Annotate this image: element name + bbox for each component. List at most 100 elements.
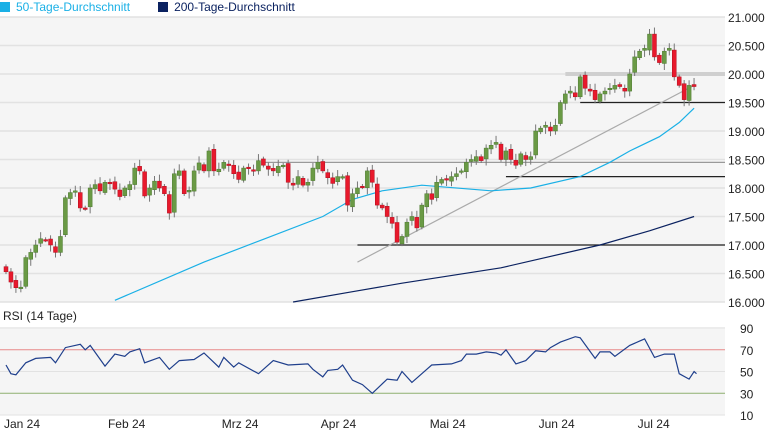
- x-tick-label: Jan 24: [4, 417, 40, 430]
- legend-item-ma50[interactable]: 50-Tage-Durchschnitt: [0, 0, 130, 14]
- candle: [518, 151, 524, 167]
- candle-body: [365, 170, 370, 188]
- candle: [58, 229, 63, 257]
- candle: [97, 177, 103, 195]
- candle: [474, 150, 479, 165]
- candle-body: [518, 153, 524, 165]
- candle-body: [533, 130, 538, 156]
- candle: [137, 159, 142, 175]
- candle: [73, 185, 78, 197]
- candle-body: [681, 83, 687, 100]
- candle: [637, 48, 642, 61]
- candle: [107, 178, 113, 190]
- candle: [513, 153, 519, 169]
- candle: [112, 176, 118, 195]
- candle-body: [33, 244, 38, 253]
- candle: [667, 43, 672, 56]
- candle: [548, 121, 553, 137]
- candle: [558, 100, 563, 126]
- candle-body: [652, 33, 657, 58]
- candle-body: [167, 194, 172, 214]
- candle-body: [360, 186, 365, 189]
- candle-body: [389, 217, 395, 224]
- legend-label-ma50: 50-Tage-Durchschnitt: [16, 0, 131, 14]
- candle: [335, 170, 340, 186]
- candle-body: [305, 182, 311, 186]
- candle: [597, 91, 603, 104]
- candle-body: [68, 192, 73, 199]
- candle-body: [404, 221, 410, 237]
- candle-body: [414, 217, 420, 229]
- candle: [379, 202, 385, 211]
- candle-body: [543, 125, 548, 128]
- candle: [147, 184, 152, 202]
- candle: [186, 186, 192, 199]
- candle: [662, 47, 667, 71]
- rsi-tick-label: 70: [740, 344, 754, 358]
- candle-body: [127, 184, 132, 190]
- candle: [177, 164, 182, 180]
- candle-body: [231, 164, 236, 174]
- candle: [419, 202, 425, 230]
- candle-body: [538, 127, 543, 133]
- candle-body: [350, 193, 355, 208]
- candle-body: [459, 170, 464, 173]
- candle-body: [122, 187, 128, 196]
- candle-body: [686, 85, 692, 101]
- candle-body: [419, 204, 425, 228]
- price-tick-label: 19.500: [728, 97, 765, 111]
- candle-body: [38, 238, 43, 244]
- candle-body: [493, 142, 499, 145]
- candle-body: [63, 197, 68, 235]
- candle-body: [152, 180, 157, 190]
- candle-body: [172, 173, 177, 213]
- candle-body: [256, 160, 261, 172]
- legend-item-ma200[interactable]: 200-Tage-Durchschnitt: [158, 0, 295, 14]
- candle-body: [662, 50, 667, 64]
- candle: [241, 165, 246, 183]
- candle: [231, 160, 236, 179]
- candle: [686, 80, 692, 106]
- candle: [404, 218, 410, 244]
- candle: [672, 43, 677, 81]
- candle: [538, 125, 543, 135]
- candle: [226, 160, 231, 172]
- candle: [681, 79, 687, 107]
- candle: [657, 52, 662, 65]
- candle: [429, 188, 434, 205]
- candle-body: [276, 166, 281, 173]
- candle: [370, 164, 375, 188]
- candle-body: [632, 56, 637, 73]
- candle-body: [577, 76, 583, 98]
- price-tick-label: 20.000: [728, 68, 765, 82]
- candle: [424, 189, 429, 214]
- candle: [261, 156, 266, 168]
- candle: [8, 268, 14, 289]
- candle-body: [280, 164, 286, 167]
- candle: [394, 215, 400, 246]
- candle: [498, 141, 504, 162]
- candle: [449, 171, 454, 187]
- candle-body: [563, 93, 568, 104]
- x-tick-label: Feb 24: [108, 417, 146, 430]
- candle-body: [181, 170, 187, 194]
- candle-body: [513, 160, 519, 166]
- candle-body: [375, 183, 380, 206]
- candle-body: [503, 150, 509, 160]
- candle: [543, 121, 548, 134]
- candle: [384, 202, 390, 224]
- candle-body: [429, 193, 434, 200]
- candle: [162, 184, 167, 196]
- candle-body: [295, 176, 301, 185]
- price-tick-label: 20.500: [728, 40, 765, 54]
- candle-body: [330, 177, 335, 184]
- candle-body: [568, 90, 573, 94]
- candle-body: [13, 280, 19, 288]
- candle: [172, 168, 177, 218]
- candle: [464, 158, 469, 179]
- candle: [78, 186, 83, 212]
- candle: [211, 144, 217, 177]
- trendline: [357, 84, 695, 263]
- candle-body: [310, 167, 316, 181]
